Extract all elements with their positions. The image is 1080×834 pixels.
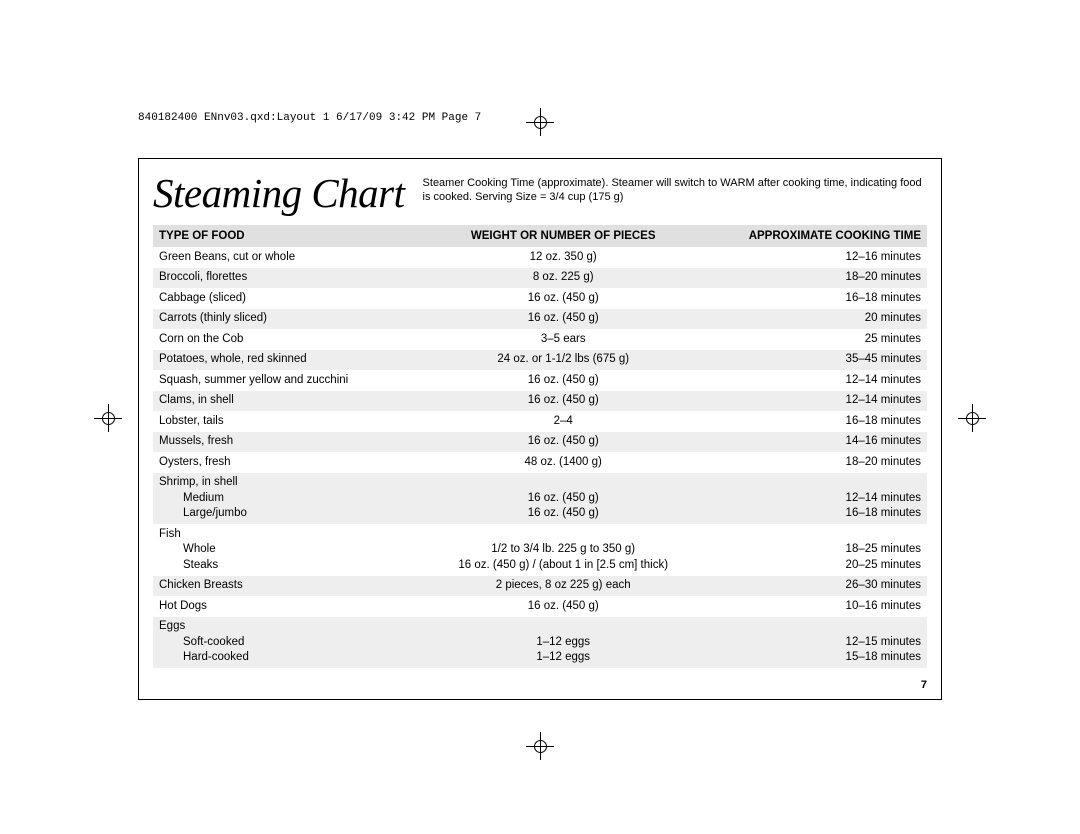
- print-slug: 840182400 ENnv03.qxd:Layout 1 6/17/09 3:…: [138, 112, 481, 124]
- intro-text: Steamer Cooking Time (approximate). Stea…: [423, 177, 927, 205]
- cell-weight: 1–12 eggs1–12 eggs: [432, 617, 695, 669]
- cell-time: 20 minutes: [695, 309, 927, 330]
- cell-food: Mussels, fresh: [153, 432, 432, 453]
- cell-weight: 2 pieces, 8 oz 225 g) each: [432, 576, 695, 597]
- table-row: Cabbage (sliced)16 oz. (450 g)16–18 minu…: [153, 288, 927, 309]
- cell-time: 10–16 minutes: [695, 596, 927, 617]
- table-row: Lobster, tails2–416–18 minutes: [153, 411, 927, 432]
- steaming-table: TYPE OF FOOD WEIGHT OR NUMBER OF PIECES …: [153, 225, 927, 668]
- cell-food: Chicken Breasts: [153, 576, 432, 597]
- table-row: Corn on the Cob3–5 ears25 minutes: [153, 329, 927, 350]
- cell-time: 12–15 minutes15–18 minutes: [695, 617, 927, 669]
- cell-weight: 24 oz. or 1-1/2 lbs (675 g): [432, 350, 695, 371]
- cell-food: Green Beans, cut or whole: [153, 247, 432, 268]
- crop-mark-left: [94, 418, 122, 419]
- cell-time: 18–20 minutes: [695, 268, 927, 289]
- crop-mark-top: [540, 108, 541, 136]
- table-row: Oysters, fresh48 oz. (1400 g)18–20 minut…: [153, 452, 927, 473]
- col-header-time: APPROXIMATE COOKING TIME: [695, 225, 927, 247]
- cell-time: 35–45 minutes: [695, 350, 927, 371]
- cell-weight: 16 oz. (450 g): [432, 288, 695, 309]
- page-title: Steaming Chart: [153, 169, 405, 217]
- cell-food: Oysters, fresh: [153, 452, 432, 473]
- cell-time: 18–20 minutes: [695, 452, 927, 473]
- cell-food: EggsSoft-cookedHard-cooked: [153, 617, 432, 669]
- cell-time: 12–14 minutes16–18 minutes: [695, 473, 927, 525]
- cell-food: Squash, summer yellow and zucchini: [153, 370, 432, 391]
- cell-weight: 16 oz. (450 g): [432, 391, 695, 412]
- cell-food: Lobster, tails: [153, 411, 432, 432]
- cell-food: Potatoes, whole, red skinned: [153, 350, 432, 371]
- cell-weight: 16 oz. (450 g): [432, 596, 695, 617]
- table-row: Hot Dogs16 oz. (450 g)10–16 minutes: [153, 596, 927, 617]
- cell-weight: 2–4: [432, 411, 695, 432]
- cell-weight: 16 oz. (450 g): [432, 432, 695, 453]
- cell-time: 16–18 minutes: [695, 288, 927, 309]
- table-row: FishWholeSteaks1/2 to 3/4 lb. 225 g to 3…: [153, 524, 927, 576]
- cell-weight: 16 oz. (450 g)16 oz. (450 g): [432, 473, 695, 525]
- col-header-food: TYPE OF FOOD: [153, 225, 432, 247]
- page-number: 7: [921, 679, 927, 691]
- crop-mark-bottom: [540, 732, 541, 760]
- crop-mark-right: [958, 418, 986, 419]
- table-row: Potatoes, whole, red skinned24 oz. or 1-…: [153, 350, 927, 371]
- cell-weight: 3–5 ears: [432, 329, 695, 350]
- table-row: Shrimp, in shellMediumLarge/jumbo16 oz. …: [153, 473, 927, 525]
- cell-food: Broccoli, florettes: [153, 268, 432, 289]
- cell-time: 16–18 minutes: [695, 411, 927, 432]
- cell-time: 12–14 minutes: [695, 370, 927, 391]
- cell-food: Cabbage (sliced): [153, 288, 432, 309]
- cell-weight: 1/2 to 3/4 lb. 225 g to 350 g)16 oz. (45…: [432, 524, 695, 576]
- table-header-row: TYPE OF FOOD WEIGHT OR NUMBER OF PIECES …: [153, 225, 927, 247]
- cell-time: 12–14 minutes: [695, 391, 927, 412]
- cell-weight: 8 oz. 225 g): [432, 268, 695, 289]
- header-row: Steaming Chart Steamer Cooking Time (app…: [153, 171, 927, 217]
- cell-weight: 16 oz. (450 g): [432, 309, 695, 330]
- table-row: EggsSoft-cookedHard-cooked1–12 eggs1–12 …: [153, 617, 927, 669]
- cell-weight: 12 oz. 350 g): [432, 247, 695, 268]
- col-header-weight: WEIGHT OR NUMBER OF PIECES: [432, 225, 695, 247]
- table-row: Broccoli, florettes8 oz. 225 g)18–20 min…: [153, 268, 927, 289]
- cell-food: Clams, in shell: [153, 391, 432, 412]
- cell-food: FishWholeSteaks: [153, 524, 432, 576]
- cell-food: Corn on the Cob: [153, 329, 432, 350]
- cell-food: Carrots (thinly sliced): [153, 309, 432, 330]
- table-row: Mussels, fresh16 oz. (450 g)14–16 minute…: [153, 432, 927, 453]
- table-row: Carrots (thinly sliced)16 oz. (450 g)20 …: [153, 309, 927, 330]
- cell-time: 18–25 minutes20–25 minutes: [695, 524, 927, 576]
- table-row: Clams, in shell16 oz. (450 g)12–14 minut…: [153, 391, 927, 412]
- cell-weight: 48 oz. (1400 g): [432, 452, 695, 473]
- cell-time: 25 minutes: [695, 329, 927, 350]
- table-row: Squash, summer yellow and zucchini16 oz.…: [153, 370, 927, 391]
- cell-food: Hot Dogs: [153, 596, 432, 617]
- table-row: Green Beans, cut or whole12 oz. 350 g)12…: [153, 247, 927, 268]
- page-frame: Steaming Chart Steamer Cooking Time (app…: [138, 158, 942, 700]
- cell-weight: 16 oz. (450 g): [432, 370, 695, 391]
- cell-time: 14–16 minutes: [695, 432, 927, 453]
- cell-time: 12–16 minutes: [695, 247, 927, 268]
- cell-time: 26–30 minutes: [695, 576, 927, 597]
- table-row: Chicken Breasts2 pieces, 8 oz 225 g) eac…: [153, 576, 927, 597]
- cell-food: Shrimp, in shellMediumLarge/jumbo: [153, 473, 432, 525]
